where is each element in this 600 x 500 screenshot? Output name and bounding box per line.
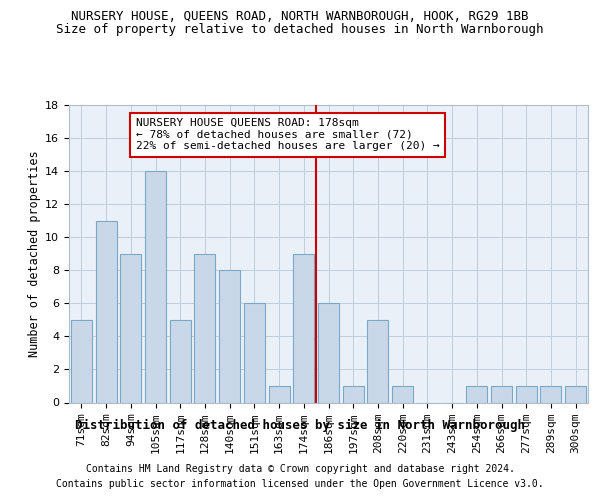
Bar bbox=[516, 386, 537, 402]
Bar bbox=[343, 386, 364, 402]
Bar bbox=[145, 171, 166, 402]
Bar bbox=[565, 386, 586, 402]
Text: Distribution of detached houses by size in North Warnborough: Distribution of detached houses by size … bbox=[75, 419, 525, 432]
Text: Contains HM Land Registry data © Crown copyright and database right 2024.: Contains HM Land Registry data © Crown c… bbox=[86, 464, 514, 474]
Bar bbox=[120, 254, 141, 402]
Bar bbox=[491, 386, 512, 402]
Bar bbox=[219, 270, 240, 402]
Bar bbox=[367, 320, 388, 402]
Text: Contains public sector information licensed under the Open Government Licence v3: Contains public sector information licen… bbox=[56, 479, 544, 489]
Text: NURSERY HOUSE QUEENS ROAD: 178sqm
← 78% of detached houses are smaller (72)
22% : NURSERY HOUSE QUEENS ROAD: 178sqm ← 78% … bbox=[136, 118, 439, 152]
Bar bbox=[541, 386, 562, 402]
Bar bbox=[244, 304, 265, 402]
Bar bbox=[170, 320, 191, 402]
Bar bbox=[318, 304, 339, 402]
Bar bbox=[466, 386, 487, 402]
Bar bbox=[95, 220, 116, 402]
Y-axis label: Number of detached properties: Number of detached properties bbox=[28, 150, 41, 357]
Bar bbox=[269, 386, 290, 402]
Text: NURSERY HOUSE, QUEENS ROAD, NORTH WARNBOROUGH, HOOK, RG29 1BB: NURSERY HOUSE, QUEENS ROAD, NORTH WARNBO… bbox=[71, 10, 529, 23]
Bar bbox=[71, 320, 92, 402]
Text: Size of property relative to detached houses in North Warnborough: Size of property relative to detached ho… bbox=[56, 22, 544, 36]
Bar bbox=[194, 254, 215, 402]
Bar bbox=[293, 254, 314, 402]
Bar bbox=[392, 386, 413, 402]
